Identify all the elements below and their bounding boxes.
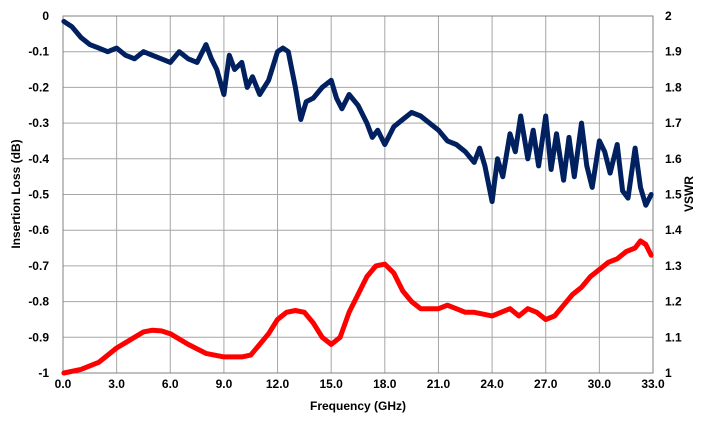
y-right-tick-label: 1.6	[665, 152, 682, 166]
y-right-axis-title: VSWR	[682, 176, 696, 212]
x-tick-label: 12.0	[266, 377, 290, 391]
x-tick-label: 18.0	[373, 377, 397, 391]
y-right-tick-label: 1.2	[665, 295, 682, 309]
x-tick-labels: 0.0 3.0 6.0 9.0 12.0 15.0 18.0 21.0 24.0 27.0 30.0…	[55, 377, 665, 391]
grid	[62, 15, 654, 374]
y-right-tick-label: 2	[665, 9, 672, 23]
y-left-tick-label: -0.1	[28, 45, 49, 59]
y-left-tick-label: -0.6	[28, 223, 49, 237]
x-tick-label: 3.0	[108, 377, 125, 391]
y-left-tick-label: -0.4	[28, 152, 49, 166]
x-tick-label: 6.0	[162, 377, 179, 391]
y-left-tick-label: -0.2	[28, 80, 49, 94]
x-tick-label: 0.0	[55, 377, 72, 391]
y-right-tick-label: 1.1	[665, 330, 682, 344]
x-tick-label: 27.0	[534, 377, 558, 391]
insertion-loss-series-line	[61, 18, 654, 208]
x-tick-label: 9.0	[216, 377, 233, 391]
y-left-axis-title: Insertion Loss (dB)	[9, 139, 23, 248]
y-left-tick-label: -1	[38, 366, 49, 380]
y-right-tick-label: 1.7	[665, 116, 682, 130]
x-tick-label: 24.0	[480, 377, 504, 391]
y-right-tick-label: 1.5	[665, 188, 682, 202]
y-left-tick-label: -0.5	[28, 188, 49, 202]
y-left-tick-labels: 0 -0.1 -0.2 -0.3 -0.4 -0.5 -0.6 -0.7 -0.8 -0.9 -1	[28, 9, 49, 380]
x-axis-title: Frequency (GHz)	[310, 399, 406, 413]
y-left-tick-label: -0.3	[28, 116, 49, 130]
y-right-tick-label: 1	[665, 366, 672, 380]
y-left-tick-label: -0.9	[28, 330, 49, 344]
x-tick-label: 15.0	[320, 377, 344, 391]
y-left-tick-label: 0	[42, 9, 49, 23]
series-layer	[61, 18, 654, 376]
y-right-tick-label: 1.4	[665, 223, 682, 237]
y-right-tick-label: 1.9	[665, 45, 682, 59]
x-tick-label: 33.0	[641, 377, 665, 391]
y-right-tick-labels: 2 1.9 1.8 1.7 1.6 1.5 1.4 1.3 1.2 1.1 1	[665, 9, 682, 380]
y-left-tick-label: -0.8	[28, 295, 49, 309]
x-tick-label: 30.0	[588, 377, 612, 391]
x-tick-label: 21.0	[427, 377, 451, 391]
vswr-series-line	[61, 238, 654, 376]
y-right-tick-label: 1.3	[665, 259, 682, 273]
y-left-tick-label: -0.7	[28, 259, 49, 273]
y-right-tick-label: 1.8	[665, 80, 682, 94]
